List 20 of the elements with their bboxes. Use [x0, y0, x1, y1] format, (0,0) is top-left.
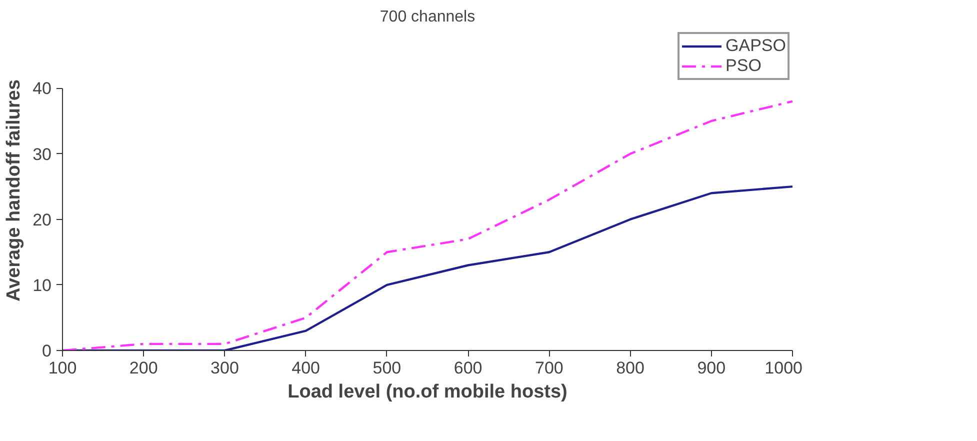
x-tick-label: 1000 — [764, 358, 803, 378]
y-tick-label: 30 — [32, 144, 52, 164]
legend-label: PSO — [726, 56, 762, 76]
x-tick-label: 400 — [292, 358, 320, 378]
legend-label: GAPSO — [726, 36, 786, 56]
x-tick-label: 900 — [697, 358, 726, 378]
x-tick-label: 200 — [129, 358, 158, 378]
x-tick-label: 600 — [454, 358, 482, 378]
y-tick-label: 0 — [42, 342, 52, 360]
x-axis-title: Load level (no.of mobile hosts) — [288, 382, 568, 402]
chart-title: 700 channels — [380, 8, 476, 26]
y-tick-label: 20 — [32, 210, 52, 230]
x-tick-label: 300 — [210, 358, 239, 378]
y-axis-title: Average handoff failures — [4, 79, 25, 302]
x-tick-label: 700 — [534, 358, 564, 378]
x-tick-label: 100 — [48, 358, 77, 378]
y-tick-label: 10 — [32, 276, 52, 295]
y-tick-label: 40 — [32, 79, 52, 98]
x-tick-label: 500 — [372, 358, 402, 378]
x-tick-label: 800 — [616, 358, 644, 378]
